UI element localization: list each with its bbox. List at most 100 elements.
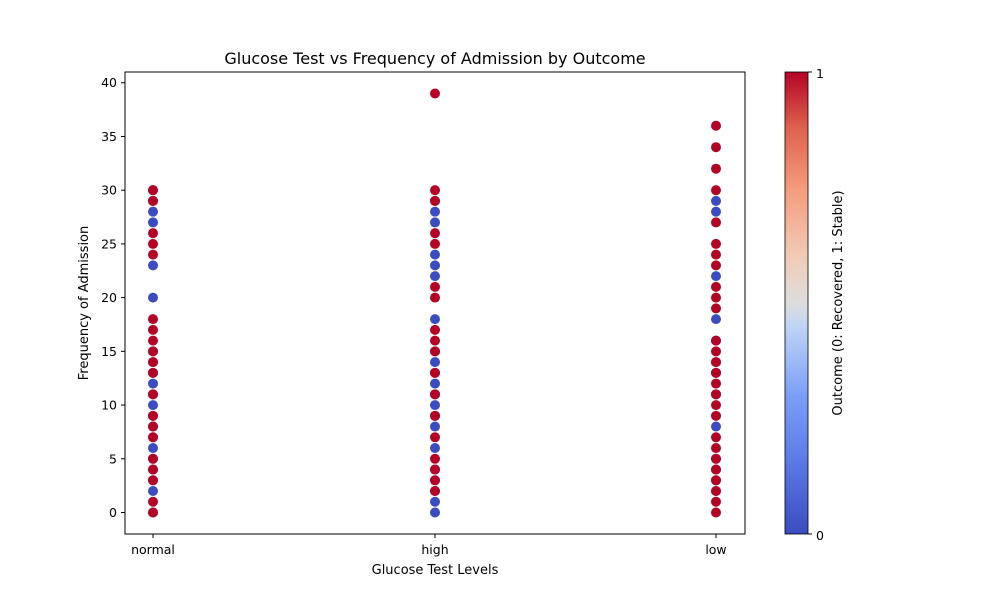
y-tick-label-15: 15 bbox=[101, 344, 117, 359]
point-high-outcome-0-17 bbox=[430, 249, 440, 260]
point-high-outcome-0-10 bbox=[430, 378, 440, 389]
colorbar-gradient bbox=[784, 71, 809, 535]
y-axis: 0 5 10 15 20 25 30 35 40 bbox=[101, 75, 125, 520]
point-low-outcome-1-0 bbox=[711, 507, 721, 518]
point-high-outcome-0-16 bbox=[430, 260, 440, 271]
point-normal-outcome-1-9 bbox=[148, 367, 158, 378]
point-low-outcome-1-2 bbox=[711, 486, 721, 497]
point-high-outcome-1-11 bbox=[430, 292, 440, 303]
point-high-outcome-0-15 bbox=[430, 271, 440, 282]
point-normal-outcome-1-18 bbox=[148, 195, 158, 206]
point-normal-outcome-1-11 bbox=[148, 346, 158, 357]
point-high-outcome-1-6 bbox=[430, 389, 440, 400]
chart-title: Glucose Test vs Frequency of Admission b… bbox=[224, 49, 645, 68]
point-normal-outcome-1-17 bbox=[148, 228, 158, 239]
point-low-outcome-1-10 bbox=[711, 389, 721, 400]
point-low-outcome-1-24 bbox=[711, 163, 721, 174]
point-low-outcome-1-4 bbox=[711, 464, 721, 475]
point-high-outcome-0-18 bbox=[430, 217, 440, 228]
point-low-outcome-1-9 bbox=[711, 400, 721, 411]
point-low-outcome-1-11 bbox=[711, 378, 721, 389]
point-normal-outcome-1-16 bbox=[148, 238, 158, 249]
colorbar: 1 0 Outcome (0: Recovered, 1: Stable) bbox=[784, 66, 846, 543]
y-tick-label-35: 35 bbox=[101, 129, 117, 144]
point-low-outcome-1-18 bbox=[711, 281, 721, 292]
point-low-outcome-1-23 bbox=[711, 185, 721, 196]
point-normal-outcome-0-16 bbox=[148, 260, 158, 271]
point-normal-outcome-1-10 bbox=[148, 357, 158, 368]
point-high-outcome-0-6 bbox=[430, 421, 440, 432]
point-normal-outcome-1-0 bbox=[148, 507, 158, 518]
point-normal-outcome-1-4 bbox=[148, 453, 158, 464]
point-low-outcome-1-20 bbox=[711, 249, 721, 260]
point-normal-outcome-1-14 bbox=[148, 314, 158, 325]
point-high-outcome-1-2 bbox=[430, 464, 440, 475]
x-tick-label-normal: normal bbox=[131, 542, 175, 557]
point-normal-outcome-1-13 bbox=[148, 324, 158, 335]
colorbar-label: Outcome (0: Recovered, 1: Stable) bbox=[831, 190, 846, 415]
point-high-outcome-0-0 bbox=[430, 507, 440, 518]
point-low-outcome-1-8 bbox=[711, 410, 721, 421]
y-tick-label-25: 25 bbox=[101, 236, 117, 251]
point-low-outcome-1-1 bbox=[711, 496, 721, 507]
point-normal-outcome-0-11 bbox=[148, 378, 158, 389]
point-normal-outcome-0-15 bbox=[148, 292, 158, 303]
y-axis-label: Frequency of Admission bbox=[77, 226, 92, 381]
point-high-outcome-1-1 bbox=[430, 475, 440, 486]
point-low-outcome-1-3 bbox=[711, 475, 721, 486]
point-normal-outcome-1-1 bbox=[148, 496, 158, 507]
point-high-outcome-0-19 bbox=[430, 206, 440, 217]
y-tick-label-5: 5 bbox=[109, 451, 117, 466]
point-low-outcome-0-10 bbox=[711, 271, 721, 282]
y-tick-label-20: 20 bbox=[101, 290, 117, 305]
point-low-outcome-0-9 bbox=[711, 314, 721, 325]
point-high-outcome-1-15 bbox=[430, 195, 440, 206]
point-low-outcome-1-5 bbox=[711, 453, 721, 464]
point-low-outcome-1-16 bbox=[711, 303, 721, 314]
point-low-outcome-0-11 bbox=[711, 206, 721, 217]
point-high-outcome-1-3 bbox=[430, 453, 440, 464]
y-tick-label-40: 40 bbox=[101, 75, 117, 90]
point-low-outcome-1-6 bbox=[711, 443, 721, 454]
point-high-outcome-1-17 bbox=[430, 88, 440, 99]
x-axis-label: Glucose Test Levels bbox=[372, 563, 499, 578]
x-tick-label-high: high bbox=[421, 542, 448, 557]
point-normal-outcome-0-17 bbox=[148, 217, 158, 228]
point-high-outcome-0-5 bbox=[430, 443, 440, 454]
point-low-outcome-1-25 bbox=[711, 142, 721, 153]
y-tick-label-10: 10 bbox=[101, 398, 117, 413]
y-tick-label-30: 30 bbox=[101, 183, 117, 198]
point-low-outcome-0-4 bbox=[711, 421, 721, 432]
point-high-outcome-0-1 bbox=[430, 496, 440, 507]
point-high-outcome-1-4 bbox=[430, 432, 440, 443]
point-high-outcome-1-0 bbox=[430, 486, 440, 497]
point-normal-outcome-0-18 bbox=[148, 206, 158, 217]
point-low-outcome-0-12 bbox=[711, 195, 721, 206]
point-low-outcome-1-15 bbox=[711, 335, 721, 346]
point-low-outcome-1-21 bbox=[711, 238, 721, 249]
point-high-outcome-1-9 bbox=[430, 335, 440, 346]
point-high-outcome-0-8 bbox=[430, 400, 440, 411]
point-low-outcome-1-17 bbox=[711, 292, 721, 303]
point-normal-outcome-1-3 bbox=[148, 464, 158, 475]
point-normal-outcome-1-8 bbox=[148, 389, 158, 400]
point-normal-outcome-1-19 bbox=[148, 185, 158, 196]
point-high-outcome-1-5 bbox=[430, 410, 440, 421]
colorbar-tick-0: 0 bbox=[816, 528, 824, 543]
point-normal-outcome-1-6 bbox=[148, 421, 158, 432]
point-high-outcome-1-13 bbox=[430, 238, 440, 249]
point-normal-outcome-0-1 bbox=[148, 486, 158, 497]
point-normal-outcome-1-12 bbox=[148, 335, 158, 346]
point-normal-outcome-1-5 bbox=[148, 432, 158, 443]
point-normal-outcome-1-15 bbox=[148, 249, 158, 260]
point-high-outcome-1-14 bbox=[430, 228, 440, 239]
point-normal-outcome-0-5 bbox=[148, 443, 158, 454]
point-high-outcome-1-10 bbox=[430, 324, 440, 335]
point-low-outcome-1-7 bbox=[711, 432, 721, 443]
point-low-outcome-1-22 bbox=[711, 217, 721, 228]
colorbar-tick-1: 1 bbox=[816, 66, 824, 81]
point-high-outcome-1-7 bbox=[430, 367, 440, 378]
point-low-outcome-1-12 bbox=[711, 367, 721, 378]
point-high-outcome-0-14 bbox=[430, 314, 440, 325]
